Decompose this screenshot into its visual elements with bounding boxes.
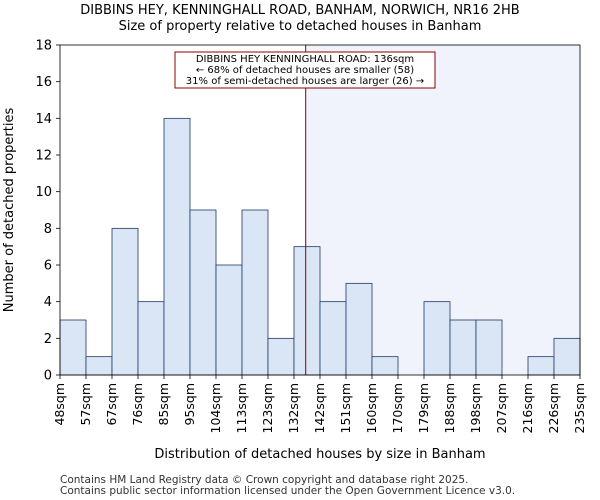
bar-188sqm — [449, 319, 477, 376]
bar-104sqm — [215, 264, 243, 376]
annotation-line-3: 31% of semi-detached houses are larger (… — [186, 76, 424, 87]
y-tick-label: 0 — [44, 369, 52, 384]
x-tick-label: 198sqm — [468, 383, 483, 433]
bar-226sqm — [553, 337, 581, 376]
bar-142sqm — [319, 301, 347, 376]
bar-179sqm — [423, 301, 451, 376]
footer-line-1: Contains HM Land Registry data © Crown c… — [60, 474, 469, 486]
x-tick-label: 142sqm — [312, 383, 327, 433]
x-axis-label: Distribution of detached houses by size … — [154, 447, 485, 462]
bar-160sqm — [371, 356, 399, 376]
x-tick-label: 170sqm — [390, 383, 405, 433]
x-tick-label: 188sqm — [442, 383, 457, 433]
x-tick-label: 104sqm — [208, 383, 223, 433]
y-tick-label: 6 — [44, 259, 52, 274]
x-tick-label: 48sqm — [52, 383, 67, 426]
y-axis-label: Number of detached properties — [2, 108, 17, 313]
annotation-frame — [174, 51, 436, 89]
x-tick-label: 123sqm — [260, 383, 275, 433]
x-tick-label: 67sqm — [104, 383, 119, 426]
y-tick-label: 8 — [44, 222, 52, 237]
bar-216sqm — [527, 356, 555, 376]
y-tick-label: 18 — [35, 39, 52, 54]
x-tick-label: 113sqm — [234, 383, 249, 433]
y-tick-label: 2 — [44, 332, 52, 347]
y-tick-label: 14 — [35, 112, 52, 127]
bar-76sqm — [137, 301, 165, 376]
footer-line-2: Contains public sector information licen… — [60, 485, 516, 497]
bar-85sqm — [163, 117, 191, 376]
x-tick-label: 151sqm — [338, 383, 353, 433]
chart-subtitle: Size of property relative to detached ho… — [118, 19, 482, 34]
bar-151sqm — [345, 282, 373, 376]
bar-95sqm — [189, 209, 217, 376]
x-tick-label: 160sqm — [364, 383, 379, 433]
bar-67sqm — [111, 227, 139, 376]
y-tick-label: 12 — [35, 149, 52, 164]
y-tick-label: 4 — [44, 295, 52, 310]
y-tick-label: 10 — [35, 185, 52, 200]
x-tick-label: 216sqm — [520, 383, 535, 433]
x-tick-label: 235sqm — [572, 383, 587, 433]
chart-title: DIBBINS HEY, KENNINGHALL ROAD, BANHAM, N… — [80, 3, 520, 18]
annotation-line-1: DIBBINS HEY KENNINGHALL ROAD: 136sqm — [196, 54, 414, 65]
x-tick-label: 179sqm — [416, 383, 431, 433]
x-tick-label: 76sqm — [130, 383, 145, 426]
bar-123sqm — [267, 337, 295, 376]
x-tick-label: 207sqm — [494, 383, 509, 433]
x-tick-label: 95sqm — [182, 383, 197, 426]
bar-113sqm — [241, 209, 269, 376]
bar-198sqm — [475, 319, 503, 376]
annotation-line-2: ← 68% of detached houses are smaller (58… — [196, 65, 414, 76]
bar-48sqm — [59, 319, 87, 376]
x-ticks-group: 48sqm 57sqm 67sqm 76sqm 85sqm 95sqm 104sqm 113s… — [52, 375, 587, 433]
x-tick-label: 226sqm — [546, 383, 561, 433]
annotation-box: DIBBINS HEY KENNINGHALL ROAD: 136sqm ← 6… — [174, 51, 436, 89]
bar-132sqm — [293, 246, 321, 376]
x-tick-label: 85sqm — [156, 383, 171, 426]
y-tick-label: 16 — [35, 75, 52, 90]
bar-57sqm — [85, 356, 113, 376]
y-ticks-group: 0 2 4 6 8 10 12 14 16 18 — [35, 39, 60, 384]
x-tick-label: 57sqm — [78, 383, 93, 426]
bars-group — [59, 117, 581, 376]
x-tick-label: 132sqm — [286, 383, 301, 433]
